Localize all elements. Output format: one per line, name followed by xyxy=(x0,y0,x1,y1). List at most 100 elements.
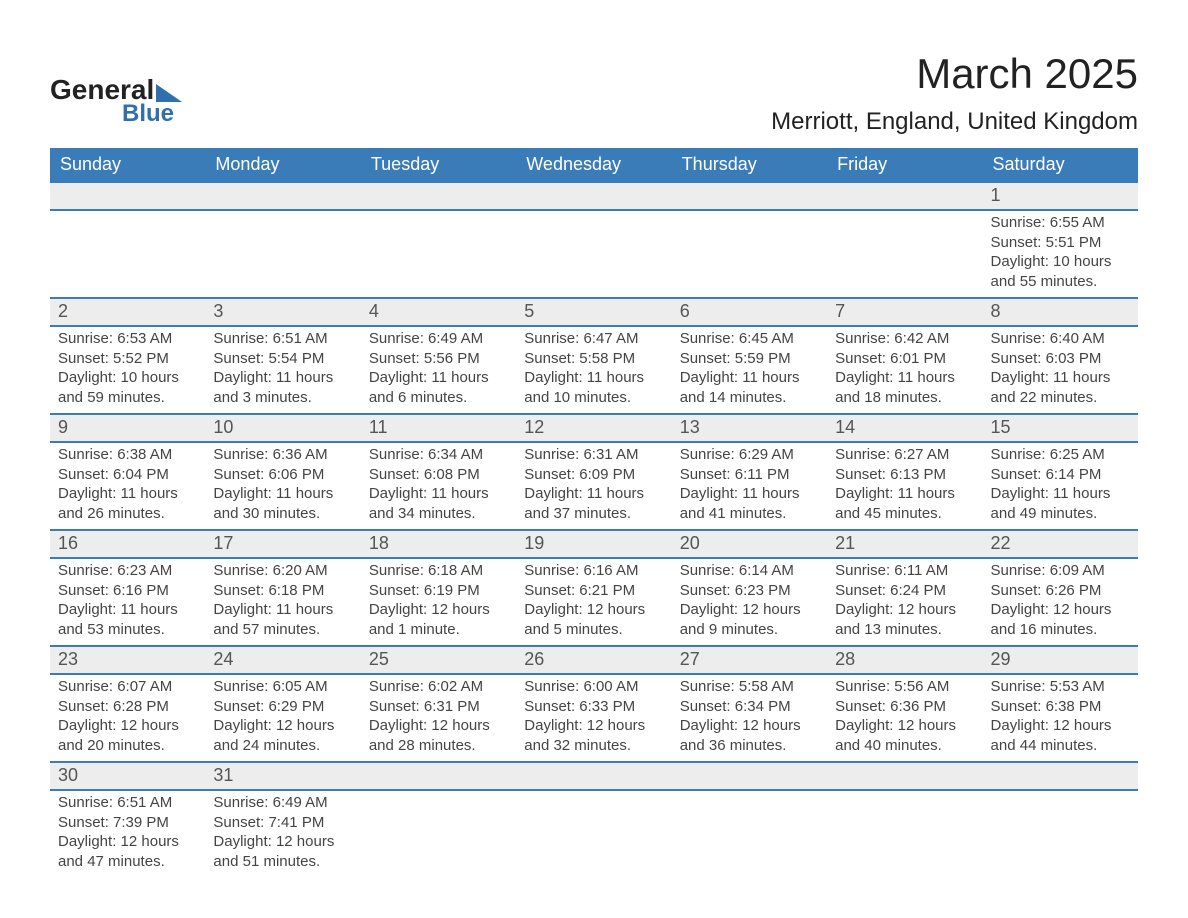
day-number: 15 xyxy=(983,415,1138,441)
day-number xyxy=(361,763,516,789)
calendar-day-detail-cell xyxy=(516,790,671,877)
day-number: 7 xyxy=(827,299,982,325)
day-detail xyxy=(516,211,671,295)
logo-text-blue: Blue xyxy=(122,102,182,126)
sunset-text: Sunset: 6:23 PM xyxy=(680,581,819,601)
day-detail: Sunrise: 6:45 AMSunset: 5:59 PMDaylight:… xyxy=(672,327,827,413)
day-detail: Sunrise: 6:42 AMSunset: 6:01 PMDaylight:… xyxy=(827,327,982,413)
sunrise-text: Sunrise: 6:02 AM xyxy=(369,677,508,697)
sunset-text: Sunset: 6:04 PM xyxy=(58,465,197,485)
sunset-text: Sunset: 6:24 PM xyxy=(835,581,974,601)
day-detail xyxy=(827,791,982,875)
day-number xyxy=(983,763,1138,789)
daylight-text: Daylight: 11 hours and 3 minutes. xyxy=(213,368,352,407)
calendar-day-cell xyxy=(827,182,982,210)
day-detail xyxy=(827,211,982,295)
calendar-day-cell xyxy=(516,762,671,790)
calendar-day-cell: 13 xyxy=(672,414,827,442)
day-detail: Sunrise: 6:02 AMSunset: 6:31 PMDaylight:… xyxy=(361,675,516,761)
day-number: 13 xyxy=(672,415,827,441)
sunset-text: Sunset: 6:31 PM xyxy=(369,697,508,717)
calendar-day-detail-cell xyxy=(361,790,516,877)
day-detail: Sunrise: 6:25 AMSunset: 6:14 PMDaylight:… xyxy=(983,443,1138,529)
sunset-text: Sunset: 6:26 PM xyxy=(991,581,1130,601)
calendar-week-daynum-row: 1 xyxy=(50,182,1138,210)
sunrise-text: Sunrise: 6:27 AM xyxy=(835,445,974,465)
calendar-day-detail-cell: Sunrise: 6:49 AMSunset: 5:56 PMDaylight:… xyxy=(361,326,516,414)
sunset-text: Sunset: 5:59 PM xyxy=(680,349,819,369)
calendar-day-detail-cell: Sunrise: 6:02 AMSunset: 6:31 PMDaylight:… xyxy=(361,674,516,762)
day-number xyxy=(516,763,671,789)
day-detail xyxy=(983,791,1138,875)
sunset-text: Sunset: 6:18 PM xyxy=(213,581,352,601)
sunrise-text: Sunrise: 6:45 AM xyxy=(680,329,819,349)
sunrise-text: Sunrise: 6:25 AM xyxy=(991,445,1130,465)
day-number: 24 xyxy=(205,647,360,673)
day-detail: Sunrise: 6:16 AMSunset: 6:21 PMDaylight:… xyxy=(516,559,671,645)
calendar-week-detail-row: Sunrise: 6:23 AMSunset: 6:16 PMDaylight:… xyxy=(50,558,1138,646)
calendar-day-cell: 18 xyxy=(361,530,516,558)
day-number: 31 xyxy=(205,763,360,789)
day-number xyxy=(827,763,982,789)
calendar-day-detail-cell: Sunrise: 6:05 AMSunset: 6:29 PMDaylight:… xyxy=(205,674,360,762)
daylight-text: Daylight: 11 hours and 14 minutes. xyxy=(680,368,819,407)
day-number xyxy=(672,183,827,209)
day-number: 4 xyxy=(361,299,516,325)
day-detail: Sunrise: 5:56 AMSunset: 6:36 PMDaylight:… xyxy=(827,675,982,761)
day-number: 23 xyxy=(50,647,205,673)
daylight-text: Daylight: 11 hours and 26 minutes. xyxy=(58,484,197,523)
calendar-day-cell: 25 xyxy=(361,646,516,674)
calendar-day-cell: 8 xyxy=(983,298,1138,326)
title-month: March 2025 xyxy=(771,50,1138,98)
sunset-text: Sunset: 6:28 PM xyxy=(58,697,197,717)
calendar-week-daynum-row: 2345678 xyxy=(50,298,1138,326)
calendar-day-detail-cell: Sunrise: 6:00 AMSunset: 6:33 PMDaylight:… xyxy=(516,674,671,762)
weekday-header: Wednesday xyxy=(516,148,671,182)
calendar-day-detail-cell xyxy=(672,210,827,298)
calendar-day-cell: 2 xyxy=(50,298,205,326)
calendar-day-cell xyxy=(983,762,1138,790)
sunrise-text: Sunrise: 6:05 AM xyxy=(213,677,352,697)
sunrise-text: Sunrise: 6:51 AM xyxy=(213,329,352,349)
calendar-day-cell: 20 xyxy=(672,530,827,558)
day-detail: Sunrise: 5:58 AMSunset: 6:34 PMDaylight:… xyxy=(672,675,827,761)
daylight-text: Daylight: 11 hours and 37 minutes. xyxy=(524,484,663,523)
daylight-text: Daylight: 12 hours and 1 minute. xyxy=(369,600,508,639)
sunrise-text: Sunrise: 6:47 AM xyxy=(524,329,663,349)
day-number: 20 xyxy=(672,531,827,557)
daylight-text: Daylight: 11 hours and 6 minutes. xyxy=(369,368,508,407)
sunrise-text: Sunrise: 6:16 AM xyxy=(524,561,663,581)
calendar-day-detail-cell: Sunrise: 5:56 AMSunset: 6:36 PMDaylight:… xyxy=(827,674,982,762)
daylight-text: Daylight: 11 hours and 57 minutes. xyxy=(213,600,352,639)
sunset-text: Sunset: 7:39 PM xyxy=(58,813,197,833)
calendar-day-detail-cell: Sunrise: 6:55 AMSunset: 5:51 PMDaylight:… xyxy=(983,210,1138,298)
calendar-day-detail-cell: Sunrise: 6:20 AMSunset: 6:18 PMDaylight:… xyxy=(205,558,360,646)
day-detail: Sunrise: 6:53 AMSunset: 5:52 PMDaylight:… xyxy=(50,327,205,413)
calendar-day-cell xyxy=(361,182,516,210)
daylight-text: Daylight: 12 hours and 20 minutes. xyxy=(58,716,197,755)
calendar-day-detail-cell: Sunrise: 6:51 AMSunset: 5:54 PMDaylight:… xyxy=(205,326,360,414)
sunrise-text: Sunrise: 6:42 AM xyxy=(835,329,974,349)
daylight-text: Daylight: 11 hours and 18 minutes. xyxy=(835,368,974,407)
page-header: General Blue March 2025 Merriott, Englan… xyxy=(50,50,1138,136)
day-number: 21 xyxy=(827,531,982,557)
sunrise-text: Sunrise: 6:49 AM xyxy=(369,329,508,349)
daylight-text: Daylight: 11 hours and 53 minutes. xyxy=(58,600,197,639)
calendar-day-detail-cell xyxy=(983,790,1138,877)
day-detail xyxy=(205,211,360,295)
day-number: 29 xyxy=(983,647,1138,673)
calendar-day-detail-cell: Sunrise: 6:40 AMSunset: 6:03 PMDaylight:… xyxy=(983,326,1138,414)
sunset-text: Sunset: 5:51 PM xyxy=(991,233,1130,253)
daylight-text: Daylight: 12 hours and 40 minutes. xyxy=(835,716,974,755)
day-detail: Sunrise: 6:36 AMSunset: 6:06 PMDaylight:… xyxy=(205,443,360,529)
calendar-day-cell: 10 xyxy=(205,414,360,442)
calendar-day-cell xyxy=(827,762,982,790)
calendar-day-cell: 23 xyxy=(50,646,205,674)
sunset-text: Sunset: 6:34 PM xyxy=(680,697,819,717)
day-number: 14 xyxy=(827,415,982,441)
daylight-text: Daylight: 12 hours and 24 minutes. xyxy=(213,716,352,755)
calendar-day-detail-cell: Sunrise: 6:18 AMSunset: 6:19 PMDaylight:… xyxy=(361,558,516,646)
day-number: 18 xyxy=(361,531,516,557)
weekday-header: Friday xyxy=(827,148,982,182)
sunset-text: Sunset: 6:01 PM xyxy=(835,349,974,369)
